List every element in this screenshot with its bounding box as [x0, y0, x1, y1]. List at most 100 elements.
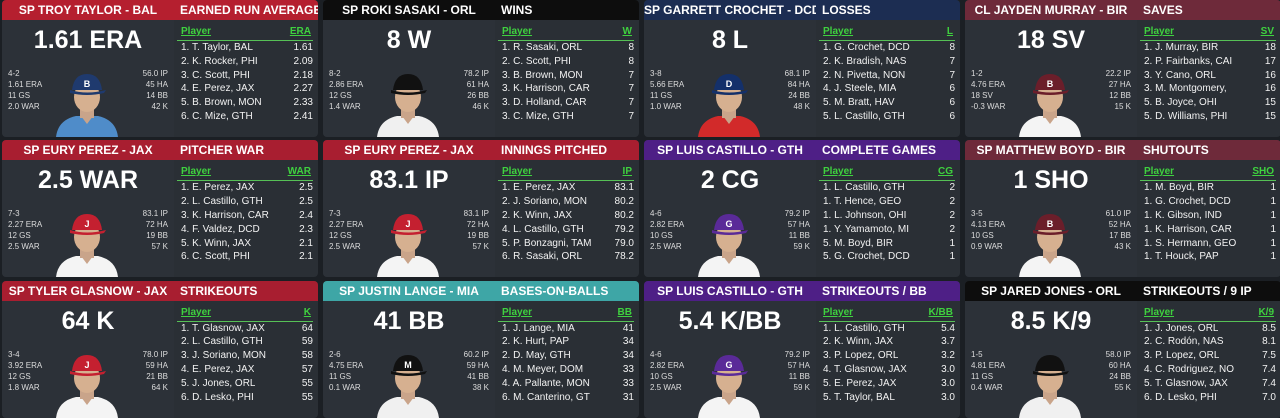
table-row[interactable]: 4. E. Perez, JAX 2.27 — [177, 82, 315, 96]
player-avatar[interactable]: G — [694, 345, 764, 418]
table-row[interactable]: 4. A. Pallante, MON 33 — [498, 377, 636, 391]
leader-name[interactable]: 5. B. Joyce, OHI — [1144, 97, 1217, 109]
leader-name[interactable]: 4. J. Steele, MIA — [823, 83, 897, 95]
column-header-player[interactable]: Player — [502, 306, 533, 318]
column-header-stat[interactable]: W — [622, 26, 632, 37]
table-row[interactable]: 3. Y. Cano, ORL 16 — [1140, 69, 1278, 83]
table-row[interactable]: 3. K. Harrison, CAR 7 — [498, 82, 636, 96]
column-header-player[interactable]: Player — [1144, 26, 1175, 37]
table-row[interactable]: 4. L. Castillo, GTH 79.2 — [498, 223, 636, 237]
table-row[interactable]: 6. D. Lesko, PHI 55 — [177, 391, 315, 405]
leader-card[interactable]: SP JARED JONES - ORL STRIKEOUTS / 9 IP 8.5… — [965, 280, 1280, 418]
table-row[interactable]: 2. K. Rocker, PHI 2.09 — [177, 55, 315, 69]
table-row[interactable]: 1. K. Gibson, IND 1 — [1140, 209, 1278, 223]
column-header-stat[interactable]: L — [946, 26, 953, 37]
leader-name[interactable]: 4. T. Glasnow, JAX — [823, 364, 907, 376]
leader-name[interactable]: 4. L. Castillo, GTH — [502, 223, 584, 235]
leader-card[interactable]: SP ROKI SASAKI - ORL WINS 8 W 8-2 2.86 ERA 12… — [323, 0, 639, 137]
table-row[interactable]: 3. D. Holland, CAR 7 — [498, 96, 636, 110]
leader-name[interactable]: 1. T. Hence, GEO — [823, 196, 902, 208]
table-row[interactable]: 2. J. Soriano, MON 80.2 — [498, 195, 636, 209]
table-row[interactable]: 1. T. Hence, GEO 2 — [819, 195, 957, 209]
table-row[interactable]: 2. N. Pivetta, NON 7 — [819, 69, 957, 83]
player-name[interactable]: SP MATTHEW BOYD - BIR — [976, 143, 1126, 158]
table-row[interactable]: 5. P. Bonzagni, TAM 79.0 — [498, 237, 636, 251]
player-avatar[interactable]: G — [694, 204, 764, 278]
leader-name[interactable]: 6. M. Canterino, GT — [502, 391, 590, 403]
leader-card[interactable]: SP EURY PEREZ - JAX INNINGS PITCHED 83.1 I… — [323, 140, 639, 278]
column-header-player[interactable]: Player — [1144, 306, 1175, 318]
leader-name[interactable]: 2. L. Castillo, GTH — [181, 196, 263, 208]
table-row[interactable]: 1. J. Lange, MIA 41 — [498, 322, 636, 336]
leader-name[interactable]: 6. C. Scott, PHI — [181, 251, 250, 263]
leader-name[interactable]: 1. J. Murray, BIR — [1144, 42, 1219, 53]
leader-name[interactable]: 6. D. Lesko, PHI — [1144, 391, 1217, 403]
table-row[interactable]: 5. B. Joyce, OHI 15 — [1140, 96, 1278, 110]
table-row[interactable]: 1. T. Glasnow, JAX 64 — [177, 322, 315, 336]
leader-name[interactable]: 3. C. Mize, GTH — [502, 110, 574, 122]
table-row[interactable]: 1. K. Harrison, CAR 1 — [1140, 223, 1278, 237]
leader-card[interactable]: SP LUIS CASTILLO - GTH COMPLETE GAMES 2 CG… — [644, 140, 960, 278]
column-header-player[interactable]: Player — [181, 26, 212, 37]
column-header-player[interactable]: Player — [502, 26, 533, 37]
table-row[interactable]: 1. J. Murray, BIR 18 — [1140, 41, 1278, 55]
player-name[interactable]: SP TROY TAYLOR - BAL — [18, 3, 158, 17]
table-row[interactable]: 2. P. Fairbanks, CAI 17 — [1140, 55, 1278, 69]
table-row[interactable]: 3. B. Brown, MON 7 — [498, 69, 636, 83]
column-header-stat[interactable]: K — [303, 306, 311, 318]
table-row[interactable]: 5. M. Bratt, HAV 6 — [819, 96, 957, 110]
leader-name[interactable]: 3. Y. Cano, ORL — [1144, 69, 1216, 81]
player-avatar[interactable]: J — [52, 345, 122, 418]
table-row[interactable]: 5. L. Castillo, GTH 6 — [819, 110, 957, 124]
leader-name[interactable]: 2. K. Rocker, PHI — [181, 55, 258, 67]
leader-name[interactable]: 4. A. Pallante, MON — [502, 377, 590, 389]
column-header-stat[interactable]: CG — [938, 166, 953, 178]
leader-name[interactable]: 5. J. Jones, ORL — [181, 377, 256, 389]
leader-name[interactable]: 1. T. Glasnow, JAX — [181, 322, 265, 334]
table-row[interactable]: 5. G. Crochet, DCD 1 — [819, 250, 957, 264]
table-row[interactable]: 4. F. Valdez, DCD 2.3 — [177, 223, 315, 237]
column-header-stat[interactable]: WAR — [287, 166, 311, 178]
leader-name[interactable]: 5. B. Brown, MON — [181, 97, 262, 109]
leader-name[interactable]: 3. J. Soriano, MON — [181, 350, 267, 362]
player-avatar[interactable] — [1015, 345, 1085, 418]
table-row[interactable]: 2. K. Hurt, PAP 34 — [498, 335, 636, 349]
table-row[interactable]: 4. T. Glasnow, JAX 3.0 — [819, 363, 957, 377]
leader-card[interactable]: SP TYLER GLASNOW - JAX STRIKEOUTS 64 K J 3-4… — [2, 280, 318, 418]
table-row[interactable]: 5. E. Perez, JAX 3.0 — [819, 377, 957, 391]
leader-name[interactable]: 5. L. Castillo, GTH — [823, 110, 905, 122]
table-row[interactable]: 1. R. Sasaki, ORL 8 — [498, 41, 636, 55]
column-header-stat[interactable]: SV — [1260, 26, 1274, 37]
leader-name[interactable]: 2. P. Fairbanks, CAI — [1144, 55, 1233, 67]
player-avatar[interactable]: J — [52, 204, 122, 278]
leader-name[interactable]: 2. L. Castillo, GTH — [181, 336, 263, 348]
player-name[interactable]: SP TYLER GLASNOW - JAX — [8, 283, 168, 298]
column-header-player[interactable]: Player — [823, 306, 854, 318]
player-name[interactable]: SP JUSTIN LANGE - MIA — [339, 283, 479, 298]
leader-name[interactable]: 4. E. Perez, JAX — [181, 364, 255, 376]
leader-name[interactable]: 3. K. Harrison, CAR — [502, 83, 590, 95]
column-header-stat[interactable]: ERA — [289, 26, 311, 37]
table-row[interactable]: 5. D. Williams, PHI 15 — [1140, 110, 1278, 124]
leader-name[interactable]: 1. Y. Yamamoto, MI — [823, 223, 909, 235]
leader-name[interactable]: 6. D. Lesko, PHI — [181, 391, 254, 403]
column-header-player[interactable]: Player — [181, 166, 212, 178]
table-row[interactable]: 1. T. Houck, PAP 1 — [1140, 250, 1278, 264]
leader-name[interactable]: 1. E. Perez, JAX — [502, 182, 576, 194]
player-name[interactable]: SP ROKI SASAKI - ORL — [342, 3, 476, 17]
column-header-player[interactable]: Player — [181, 306, 212, 318]
table-row[interactable]: 2. C. Rodón, NAS 8.1 — [1140, 335, 1278, 349]
table-row[interactable]: 1. E. Perez, JAX 83.1 — [498, 181, 636, 195]
leader-name[interactable]: 1. G. Crochet, DCD — [823, 42, 910, 53]
leader-name[interactable]: 2. C. Rodón, NAS — [1144, 336, 1224, 348]
table-row[interactable]: 1. M. Boyd, BIR 1 — [1140, 181, 1278, 195]
leader-name[interactable]: 1. J. Jones, ORL — [1144, 322, 1219, 334]
leader-name[interactable]: 2. K. Winn, JAX — [502, 209, 573, 221]
leader-name[interactable]: 5. M. Boyd, BIR — [823, 237, 894, 249]
leader-name[interactable]: 5. M. Bratt, HAV — [823, 97, 895, 109]
table-row[interactable]: 1. L. Castillo, GTH 5.4 — [819, 322, 957, 336]
table-row[interactable]: 4. J. Steele, MIA 6 — [819, 82, 957, 96]
table-row[interactable]: 2. D. May, GTH 34 — [498, 349, 636, 363]
table-row[interactable]: 1. S. Hermann, GEO 1 — [1140, 237, 1278, 251]
leader-name[interactable]: 1. T. Houck, PAP — [1144, 251, 1219, 263]
